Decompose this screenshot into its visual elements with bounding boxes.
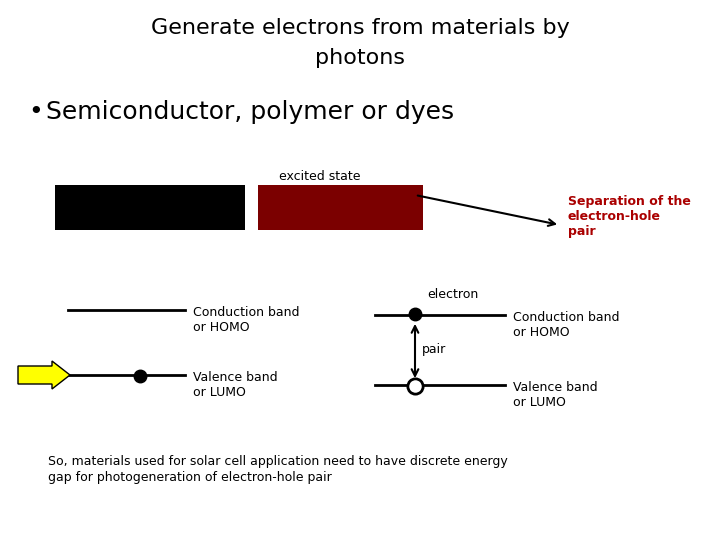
Text: Valence band
or LUMO: Valence band or LUMO bbox=[513, 381, 598, 409]
Text: Conduction band
or HOMO: Conduction band or HOMO bbox=[513, 311, 619, 339]
Bar bbox=[55, 185, 245, 230]
Text: gap for photogeneration of electron-hole pair: gap for photogeneration of electron-hole… bbox=[48, 471, 332, 484]
Bar bbox=[258, 185, 423, 230]
FancyArrow shape bbox=[18, 361, 70, 389]
Text: Separation of the
electron-hole
pair: Separation of the electron-hole pair bbox=[568, 195, 691, 238]
Text: electron: electron bbox=[427, 288, 478, 301]
Text: photons: photons bbox=[315, 48, 405, 68]
Text: So, materials used for solar cell application need to have discrete energy: So, materials used for solar cell applic… bbox=[48, 455, 508, 468]
Text: Semiconductor, polymer or dyes: Semiconductor, polymer or dyes bbox=[46, 100, 454, 124]
Text: Conduction band
or HOMO: Conduction band or HOMO bbox=[193, 306, 300, 334]
Text: Valence band
or LUMO: Valence band or LUMO bbox=[193, 371, 278, 399]
Text: excited state: excited state bbox=[279, 170, 361, 183]
Text: Generate electrons from materials by: Generate electrons from materials by bbox=[150, 18, 570, 38]
Text: •: • bbox=[28, 100, 42, 124]
Text: pair: pair bbox=[422, 343, 446, 356]
